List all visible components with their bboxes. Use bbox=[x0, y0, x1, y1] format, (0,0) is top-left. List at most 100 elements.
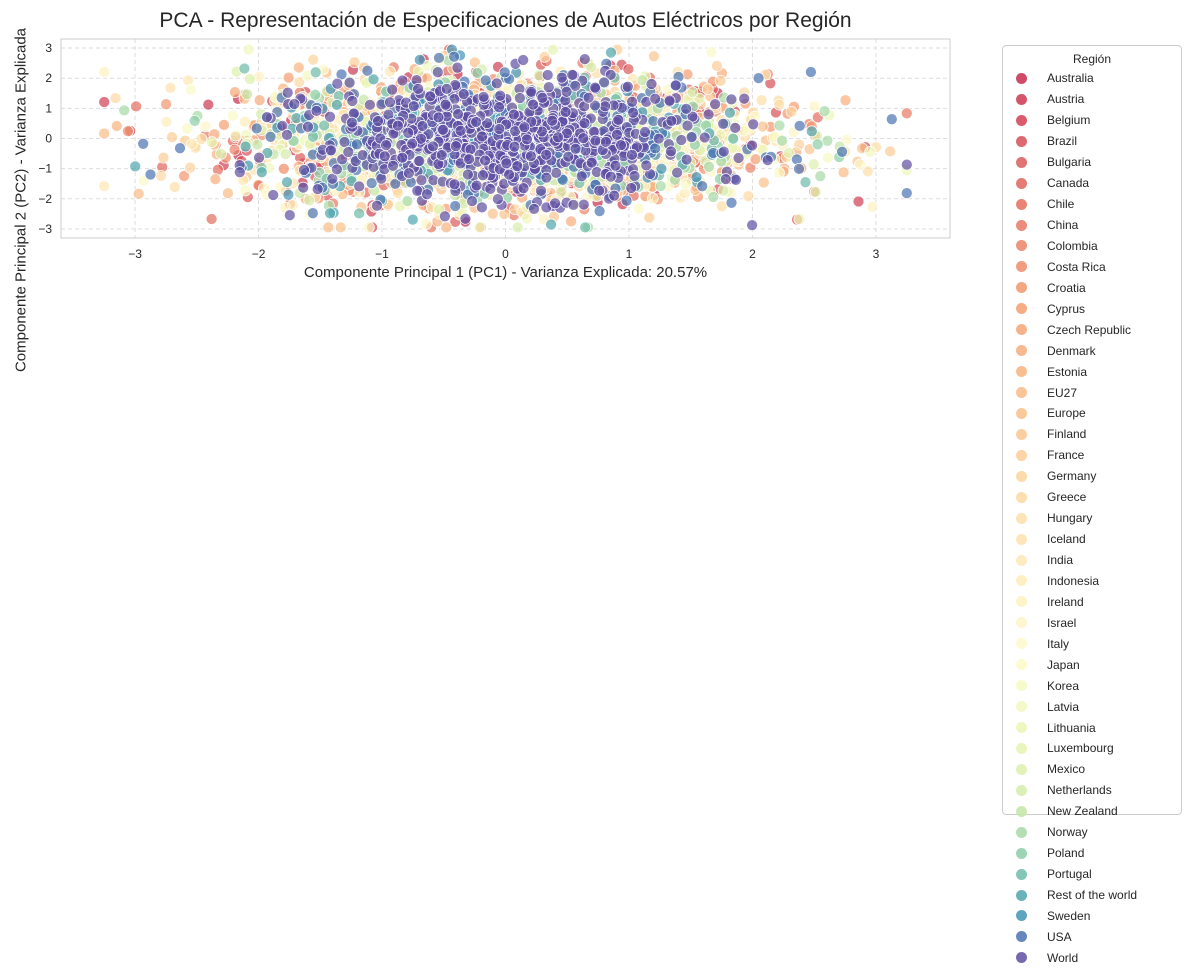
scatter-point bbox=[238, 115, 251, 128]
legend-item: China bbox=[1003, 215, 1181, 236]
legend-marker bbox=[1016, 407, 1027, 419]
scatter-point bbox=[608, 189, 621, 202]
scatter-point bbox=[669, 79, 682, 92]
scatter-point bbox=[562, 150, 575, 163]
legend-label: New Zealand bbox=[1047, 804, 1118, 819]
y-tick-label: 2 bbox=[45, 71, 52, 85]
y-tick-label: 0 bbox=[45, 132, 52, 146]
legend-label: Iceland bbox=[1047, 532, 1086, 547]
scatter-point bbox=[279, 148, 292, 160]
legend-label: Belgium bbox=[1047, 113, 1091, 128]
legend-label: Lithuania bbox=[1047, 720, 1096, 735]
legend-item: Denmark bbox=[1003, 340, 1181, 361]
legend-marker bbox=[1016, 345, 1027, 357]
legend-item: New Zealand bbox=[1003, 801, 1181, 822]
scatter-point bbox=[416, 120, 429, 132]
scatter-point bbox=[277, 162, 290, 175]
scatter-point bbox=[811, 138, 824, 151]
scatter-point bbox=[331, 77, 344, 90]
scatter-point bbox=[649, 142, 662, 155]
legend-marker bbox=[1016, 680, 1027, 692]
scatter-point bbox=[98, 180, 111, 192]
scatter-point bbox=[492, 193, 504, 205]
legend-marker bbox=[1016, 303, 1027, 315]
scatter-point bbox=[725, 93, 738, 106]
legend-marker bbox=[1016, 387, 1027, 399]
scatter-point bbox=[738, 92, 751, 105]
scatter-point bbox=[705, 46, 718, 58]
scatter-point bbox=[342, 146, 355, 158]
scatter-point bbox=[727, 132, 740, 145]
scatter-point bbox=[675, 134, 688, 146]
scatter-point bbox=[560, 85, 573, 98]
scatter-point bbox=[578, 117, 591, 129]
scatter-point bbox=[852, 195, 865, 208]
scatter-point bbox=[717, 145, 730, 158]
legend-label: Greece bbox=[1047, 490, 1087, 505]
scatter-point bbox=[406, 137, 419, 150]
legend-item: Austria bbox=[1003, 89, 1181, 110]
scatter-point bbox=[569, 142, 582, 155]
scatter-point bbox=[654, 180, 667, 192]
legend-marker bbox=[1016, 93, 1027, 105]
scatter-point bbox=[545, 218, 557, 231]
scatter-point bbox=[707, 191, 720, 203]
legend-label: Norway bbox=[1047, 825, 1088, 840]
scatter-point bbox=[440, 83, 453, 95]
scatter-point bbox=[633, 202, 645, 215]
legend-item: World bbox=[1003, 947, 1181, 968]
legend-marker bbox=[1016, 701, 1027, 713]
legend-label: Finland bbox=[1047, 427, 1087, 442]
legend-marker bbox=[1016, 72, 1027, 84]
legend-item: Canada bbox=[1003, 173, 1181, 194]
scatter-point bbox=[450, 140, 462, 152]
scatter-point bbox=[809, 186, 822, 198]
scatter-point bbox=[680, 153, 693, 166]
scatter-point bbox=[793, 163, 805, 175]
scatter-point bbox=[164, 82, 177, 94]
scatter-point bbox=[433, 52, 445, 64]
scatter-point bbox=[773, 119, 786, 132]
scatter-point bbox=[110, 120, 123, 132]
scatter-point bbox=[457, 88, 470, 100]
scatter-point bbox=[479, 74, 492, 87]
legend-marker bbox=[1016, 784, 1027, 796]
scatter-point bbox=[288, 98, 301, 110]
scatter-point bbox=[122, 125, 134, 137]
y-axis-label-clip: Componente Principal 2 (PC2) - Varianza … bbox=[0, 0, 42, 400]
scatter-point bbox=[448, 178, 461, 191]
scatter-point bbox=[396, 151, 409, 164]
scatter-point bbox=[215, 147, 227, 160]
scatter-point bbox=[160, 116, 173, 128]
scatter-point bbox=[411, 184, 424, 197]
legend-marker bbox=[1016, 910, 1027, 922]
legend-label: EU27 bbox=[1047, 385, 1078, 400]
legend-marker bbox=[1016, 763, 1027, 775]
scatter-point bbox=[724, 106, 736, 119]
scatter-point bbox=[459, 212, 472, 225]
scatter-point bbox=[309, 88, 322, 101]
scatter-point bbox=[281, 176, 293, 188]
scatter-point bbox=[665, 115, 678, 127]
scatter-point bbox=[298, 164, 310, 176]
scatter-point bbox=[479, 154, 491, 167]
scatter-point bbox=[639, 126, 651, 138]
legend-label: World bbox=[1047, 950, 1079, 965]
legend: Región Australia Austria Belgium Brazil Bulg… bbox=[1002, 45, 1182, 965]
scatter-point bbox=[593, 205, 606, 217]
scatter-point bbox=[665, 145, 677, 158]
scatter-point bbox=[517, 182, 530, 195]
legend-item: Israel bbox=[1003, 612, 1181, 633]
legend-label: Netherlands bbox=[1047, 783, 1112, 798]
scatter-point bbox=[255, 166, 268, 179]
scatter-point bbox=[711, 60, 723, 72]
legend-item: USA bbox=[1003, 926, 1181, 947]
legend-label: Denmark bbox=[1047, 343, 1096, 358]
scatter-point bbox=[725, 196, 738, 209]
scatter-point bbox=[840, 133, 853, 146]
scatter-point bbox=[392, 119, 404, 132]
scatter-point bbox=[525, 150, 537, 162]
legend-item: Mexico bbox=[1003, 759, 1181, 780]
scatter-point bbox=[384, 96, 396, 109]
scatter-point bbox=[439, 98, 452, 111]
